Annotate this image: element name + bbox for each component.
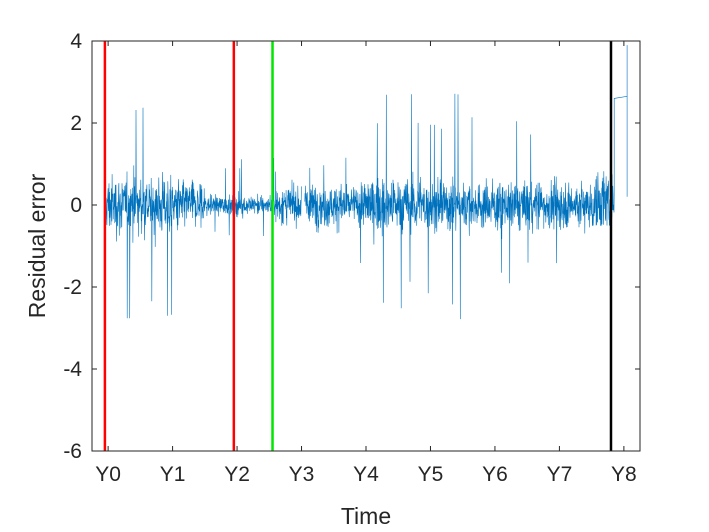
vertical-lines-layer — [103, 41, 613, 451]
y-tick-label: -4 — [63, 358, 82, 381]
y-tick-label: 4 — [70, 30, 82, 53]
x-tick-label: Y6 — [482, 463, 508, 486]
y-tick-label: 0 — [70, 194, 82, 217]
plot-area — [92, 41, 640, 451]
y-tick-label: 2 — [70, 112, 82, 135]
y-tick-label: -2 — [63, 276, 82, 299]
x-tick-label: Y7 — [547, 463, 573, 486]
y-axis-ticks: 4 2 0 -2 -4 -6 — [63, 30, 640, 463]
x-axis-ticks: Y0 Y1 Y2 Y3 Y4 Y5 Y6 Y7 Y8 — [95, 41, 637, 486]
x-tick-label: Y1 — [160, 463, 186, 486]
x-tick-label: Y2 — [224, 463, 250, 486]
x-tick-label: Y0 — [95, 463, 121, 486]
y-tick-label: -6 — [63, 440, 82, 463]
x-tick-label: Y5 — [418, 463, 444, 486]
y-axis-label: Residual error — [24, 173, 50, 318]
x-tick-label: Y8 — [611, 463, 637, 486]
residual-series-line — [104, 45, 628, 320]
series-layer — [104, 45, 628, 320]
x-tick-label: Y4 — [353, 463, 379, 486]
x-tick-label: Y3 — [289, 463, 315, 486]
x-axis-label: Time — [341, 503, 391, 529]
